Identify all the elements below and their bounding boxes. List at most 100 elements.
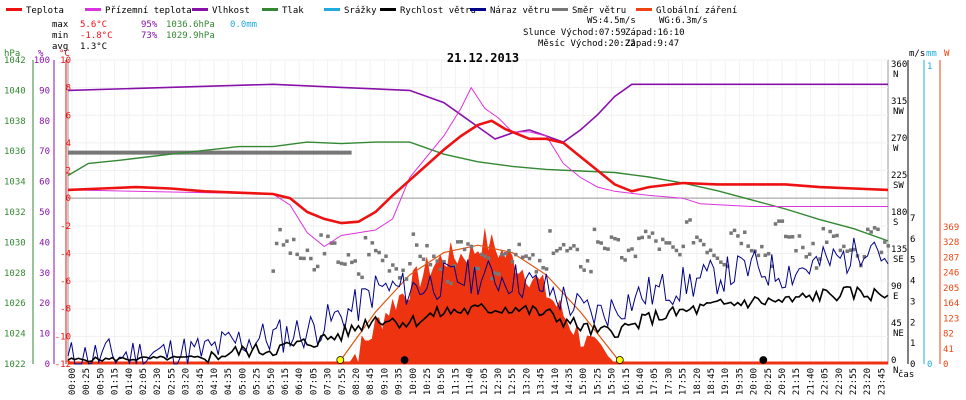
wind-dir-point [377,250,381,255]
stat-value: 1.3°C [80,42,107,52]
wind-dir-point [497,272,501,276]
x-tick-label: 02:55 [167,368,177,395]
wind-dir-point [391,263,395,267]
radiation-tick-label: 123 [943,314,959,324]
x-tick-label: 09:35 [395,368,405,395]
wind-dir-point [500,252,504,257]
wind-dir-point [814,266,819,270]
x-tick-label: 22:05 [821,368,831,395]
radiation-tick-label: 369 [943,223,959,233]
wind-dir-point [678,252,682,257]
x-tick-label: 15:25 [593,368,603,395]
x-tick-label: 04:35 [224,368,234,395]
wind-dir-point [363,235,368,240]
stat-value: 95% [141,20,158,30]
wind-dir-point [620,255,624,260]
wind-dir-point [763,253,767,258]
wind-dir-point [524,254,528,258]
wind-dir-tick-label: NW [893,107,904,117]
series-wind-speed [67,285,889,364]
wind-dir-point [544,267,549,271]
x-tick-label: 14:35 [565,368,575,395]
humidity-tick-label: 70 [39,147,50,157]
wind-dir-point [442,259,446,264]
x-tick-label: 20:00 [750,368,760,395]
wind-dir-point [831,234,836,238]
wind-speed-tick-label: 6 [910,235,915,245]
x-tick-label: 07:55 [338,368,348,395]
wind-dir-point [825,240,829,245]
wind-dir-point [339,261,344,266]
x-tick-label: 04:10 [210,368,220,395]
astro-stat: Západ:16:10 [625,28,685,38]
astro-stat: Západ:9:47 [625,39,679,49]
wind-dir-point [582,268,586,272]
wind-dir-point [794,249,798,253]
wind-dir-point [274,241,279,246]
wind-dir-point [821,226,826,231]
moon-event-marker [400,356,409,364]
chart-title: 21.12.2013 [447,51,519,65]
pressure-tick-label: 1042 [4,56,26,66]
x-tick-label: 16:15 [622,368,632,395]
wind-dir-point [773,222,778,226]
legend-swatch [85,8,101,11]
x-tick-label: 16:40 [636,368,646,395]
x-tick-label: 07:05 [309,368,319,395]
pressure-tick-label: 1032 [4,208,26,218]
temperature-tick-label: 4 [66,139,71,149]
series-wind-gust [67,237,889,365]
wind-dir-point [326,234,330,239]
wind-dir-point [435,259,439,263]
wind-dir-point [643,229,648,234]
wind-dir-point [585,259,590,263]
x-tick-label: 00:00 [68,368,78,395]
x-tick-label: 19:10 [721,368,731,395]
stat-value: max [52,20,69,30]
wind-dir-tick-value: 270 [891,134,907,144]
wind-dir-point [575,247,580,252]
legend-swatch [380,8,396,11]
wind-dir-point [503,251,508,256]
humidity-axis-unit: % [38,49,44,59]
wind-speed-tick-label: 7 [910,214,915,224]
wind-dir-point [466,242,470,246]
wind-dir-point [688,218,692,222]
sun-event-marker [615,356,624,364]
wind-dir-point [770,264,774,269]
wind-dir-point [599,241,603,245]
legend-swatch [552,8,568,11]
wind-dir-point [469,244,474,249]
wind-dir-point [743,230,747,234]
x-tick-label: 05:50 [267,368,277,395]
pressure-tick-label: 1026 [4,299,26,309]
wind-dir-point [674,248,679,253]
wind-speed-tick-label: 2 [910,318,915,328]
wind-dir-point [315,264,320,269]
wind-dir-point [298,256,303,260]
wind-dir-point [353,259,357,263]
wind-dir-point [671,245,675,249]
wind-dir-point [848,248,853,252]
radiation-tick-label: 328 [943,238,959,248]
wind-dir-point [438,267,443,272]
temperature-tick-label: -10 [55,332,71,342]
astro-stat: WG:6.3m/s [659,16,708,26]
wind-dir-point [613,236,617,241]
x-tick-label: 06:15 [281,368,291,395]
wind-dir-point [647,235,651,239]
humidity-tick-label: 30 [39,269,50,279]
wind-dir-point [561,242,566,247]
wind-dir-point [343,262,347,266]
wind-dir-point [879,250,884,255]
wind-dir-point [350,260,354,265]
wind-dir-point [760,244,764,249]
stats-panel: max 5.6°C 95% 1036.6hPa 0.0mm min -1.8°C 73% 102… [52,16,708,52]
wind-dir-point [886,244,890,248]
wind-dir-point [459,240,463,244]
pressure-tick-label: 1036 [4,147,26,157]
stat-value: 1036.6hPa [166,20,215,30]
wind-speed-unit: m/s [909,49,925,59]
radiation-tick-label: 287 [943,253,959,263]
